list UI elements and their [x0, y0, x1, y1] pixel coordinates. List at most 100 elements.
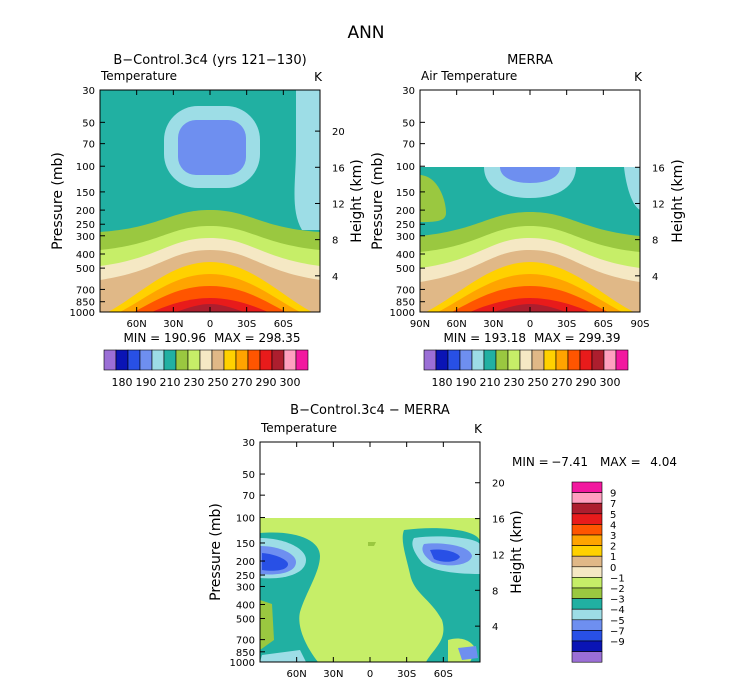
panel-model-units: K: [314, 70, 323, 84]
colorbar-swatch: [295, 349, 309, 371]
panel-obs-min: MIN = 193.18: [443, 331, 526, 345]
colorbar-swatch: [571, 555, 603, 568]
colorbar-label: 1: [610, 552, 616, 563]
panel-model-max: MAX = 298.35: [214, 331, 300, 345]
y-tick-label: 850: [76, 298, 95, 309]
y2-tick-label: 8: [492, 586, 498, 597]
colorbar-label: 180: [432, 376, 453, 389]
x-tick-label: 60S: [434, 669, 453, 680]
colorbar-label: 230: [184, 376, 205, 389]
colorbar-swatch: [591, 349, 605, 371]
colorbar-swatch: [139, 349, 153, 371]
colorbar-swatch: [459, 349, 473, 371]
y-tick-label: 50: [242, 470, 255, 481]
panel-diff-max-value: 4.04: [650, 455, 677, 469]
x-tick-label: 30N: [323, 669, 343, 680]
x-tick-label: 60S: [274, 319, 293, 330]
y2-tick-label: 4: [652, 272, 658, 283]
colorbar-swatch: [223, 349, 237, 371]
colorbar-swatch: [163, 349, 177, 371]
colorbar-label: 290: [256, 376, 277, 389]
panel-obs-title: MERRA: [507, 53, 553, 68]
panel-obs-field: [420, 167, 640, 312]
colorbar-label: 270: [552, 376, 573, 389]
panel-diff-ylabel: Pressure (mb): [208, 503, 224, 601]
colorbar-label: 210: [480, 376, 501, 389]
panel-diff-field: [260, 518, 480, 662]
y-tick-label: 150: [396, 188, 415, 199]
x-tick-label: 0: [367, 669, 373, 680]
y-tick-label: 250: [396, 220, 415, 231]
colorbar-label: 250: [528, 376, 549, 389]
x-tick-label: 30S: [397, 669, 416, 680]
colorbar-swatch: [567, 349, 581, 371]
colorbar-swatch: [571, 630, 603, 642]
colorbar-label: −1: [610, 573, 625, 584]
y-tick-label: 30: [402, 86, 415, 97]
y-tick-label: 50: [402, 118, 415, 129]
colorbar-swatch: [271, 349, 285, 371]
colorbar-swatch: [151, 349, 165, 371]
y2-tick-label: 16: [332, 163, 345, 174]
y-tick-label: 250: [76, 220, 95, 231]
colorbar-swatch: [571, 577, 603, 589]
colorbar-label: −9: [610, 637, 625, 648]
colorbar-swatch: [435, 349, 449, 371]
y-tick-label: 700: [76, 285, 95, 296]
colorbar-swatch: [571, 587, 603, 599]
figure-title: ANN: [347, 23, 384, 43]
colorbar-label: 210: [160, 376, 181, 389]
colorbar-swatch: [507, 349, 521, 371]
colorbar-swatch: [571, 524, 603, 536]
colorbar-swatch: [571, 619, 603, 631]
colorbar-label: −3: [610, 595, 625, 606]
colorbar-label: 0: [610, 563, 616, 574]
y2-tick-label: 20: [332, 127, 345, 138]
colorbar-obs: 180 190 210 230 250 270 290 300: [423, 349, 629, 389]
y-tick-label: 300: [76, 232, 95, 243]
panel-obs-max: MAX = 299.39: [534, 331, 620, 345]
colorbar-swatch: [519, 349, 533, 371]
colorbar-swatch: [571, 545, 603, 557]
colorbar-swatch: [571, 651, 603, 663]
colorbar-swatch: [571, 640, 603, 652]
colorbar-swatch: [103, 349, 117, 371]
colorbar-label: 180: [112, 376, 133, 389]
y-tick-label: 200: [396, 206, 415, 217]
y-tick-label: 70: [402, 140, 415, 151]
colorbar-swatch: [211, 349, 225, 371]
panel-model-left-label: Temperature: [100, 69, 177, 83]
y-tick-label: 100: [396, 162, 415, 173]
x-tick-label: 0: [207, 319, 213, 330]
colorbar-label: −4: [610, 605, 625, 616]
y2-tick-label: 8: [652, 236, 658, 247]
colorbar-label: 300: [280, 376, 301, 389]
colorbar-swatch: [283, 349, 297, 371]
y-tick-label: 700: [236, 636, 255, 647]
colorbar-swatch: [247, 349, 261, 371]
colorbar-label: 2: [610, 542, 616, 553]
x-tick-label: 30S: [557, 319, 576, 330]
colorbar-label: 4: [610, 520, 616, 531]
panel-obs-units: K: [634, 70, 643, 84]
y-tick-label: 400: [76, 250, 95, 261]
x-tick-label: 30N: [163, 319, 183, 330]
y-tick-label: 400: [396, 250, 415, 261]
colorbar-swatch: [543, 349, 557, 371]
x-tick-label: 60N: [127, 319, 147, 330]
y2-tick-label: 4: [332, 272, 338, 283]
panel-model-field: [100, 90, 320, 312]
panel-model-min: MIN = 190.96: [123, 331, 206, 345]
y-tick-label: 50: [82, 118, 95, 129]
colorbar-label: 5: [610, 510, 616, 521]
colorbar-swatch: [175, 349, 189, 371]
colorbar-swatch: [571, 598, 603, 610]
y2-tick-label: 4: [492, 622, 498, 633]
panel-diff-min-value: −7.41: [551, 455, 588, 469]
colorbar-label: 3: [610, 531, 616, 542]
y-tick-label: 300: [396, 232, 415, 243]
colorbar-swatch: [571, 608, 603, 621]
y2-tick-label: 12: [332, 199, 345, 210]
panel-obs-left-label: Air Temperature: [421, 69, 517, 83]
panel-model: B−Control.3c4 (yrs 121−130) Temperature …: [50, 53, 365, 389]
